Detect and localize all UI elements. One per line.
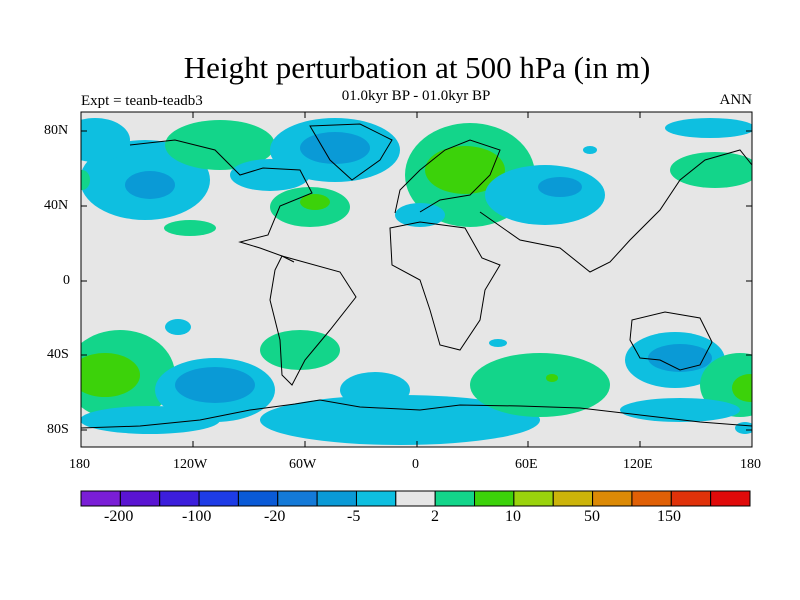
greenland-low-inner [300,132,370,164]
colorbar-box [552,490,594,507]
asia-low-inner [538,177,582,197]
asia-coast [479,149,752,273]
colorbar-boxes [80,490,751,507]
map-subtitle: 01.0kyr BP - 01.0kyr BP [341,88,491,104]
north-pacific-low-inner [125,171,175,199]
ne-asia-high [670,152,752,188]
australia-low-inner [648,344,712,372]
siberia-low [665,118,752,138]
colorbar-label-minus5: -5 [347,508,361,525]
lat-label-0: 0 [63,273,70,288]
caribbean-high [164,220,216,236]
colorbar-label-minus100: -100 [182,508,212,525]
indian-high-outer [470,353,610,417]
coastlines [81,123,752,429]
colorbar-box [670,490,712,507]
hudson-low [230,159,310,191]
colorbar-box [631,490,672,507]
colorbar-label-minus20: -20 [264,508,286,525]
lon-label-0: 0 [412,457,419,472]
colorbar-box [198,490,239,507]
lon-label-180-right: 180 [740,457,761,472]
australia-coast [629,311,713,371]
south-pacific-low-inner [175,367,255,403]
arctic-canada-high [165,120,275,170]
antarctica-coast [81,399,752,429]
nz-high-inner [732,374,752,402]
colorbar-label-minus200: -200 [104,508,134,525]
colorbar-box [277,490,318,507]
europe-coast [394,139,501,214]
season-label: ANN [719,92,753,108]
colorbar-box [237,490,279,507]
lat-label-40s: 40S [47,347,69,362]
colorbar-box [474,490,515,507]
pacific-small-low [165,319,191,335]
map-title: Height perturbation at 500 hPa (in m) [183,50,651,85]
greenland-coast [309,123,393,181]
experiment-label: Expt = teanb-teadb3 [81,93,203,109]
south-america-coast [269,255,357,386]
far-left-positive [81,170,90,190]
colorbar-box [710,490,751,507]
lat-label-40n: 40N [44,198,69,213]
atlantic-high-inner [300,194,330,210]
north-america-coast [129,139,313,263]
colorbar-box [159,490,200,507]
small-cyan-dot-s [489,339,507,347]
colorbar-label-150: 150 [657,508,681,525]
colorbar-box [513,490,554,507]
colorbar-box [592,490,633,507]
lon-label-120e: 120E [623,457,653,472]
colorbar-box [119,490,161,507]
lon-label-60e: 60E [515,457,538,472]
lon-label-120w: 120W [173,457,208,472]
africa-coast [389,221,501,351]
lon-label-60w: 60W [289,457,317,472]
europe-high-inner [425,146,505,194]
colorbar-label-2: 2 [431,508,439,525]
colorbar-box [316,490,357,507]
colorbar-box [355,490,397,507]
lat-label-80s: 80S [47,422,69,437]
colorbar-box [434,490,476,507]
colorbar-label-50: 50 [584,508,600,525]
med-low [395,203,445,227]
indian-high-inner [546,374,558,382]
small-cyan-dot [583,146,597,154]
colorbar-box [80,490,121,507]
pacific-arctic-low [81,118,130,162]
lat-label-80n: 80N [44,123,69,138]
colorbar-box [395,490,436,507]
south-pacific-high-inner [81,353,140,397]
south-atlantic-low [340,372,410,408]
southern-ocean-low [260,395,540,445]
axis-ticks [81,112,752,447]
colorbar-label-10: 10 [505,508,521,525]
lon-label-180-left: 180 [69,457,90,472]
